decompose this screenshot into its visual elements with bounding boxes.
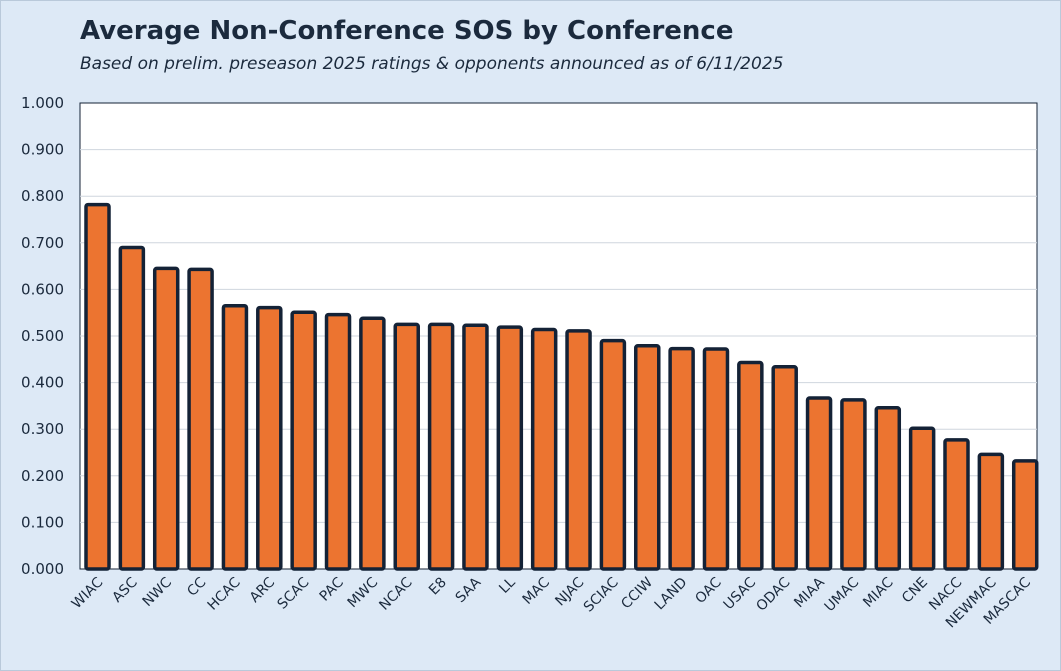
bar-odac	[771, 365, 798, 571]
bar-umac	[840, 398, 867, 571]
bar-cne	[908, 426, 936, 571]
x-tick-label: MWC	[345, 574, 382, 611]
y-tick-label: 0.800	[21, 187, 64, 205]
bar-land	[668, 346, 695, 571]
bar-wiac	[84, 202, 111, 571]
bar-oac	[702, 347, 730, 571]
bar-cciw	[634, 344, 661, 571]
y-axis-ticks: 0.000 0.100 0.200 0.300 0.400 0.500 0.600 0.700…	[21, 94, 64, 578]
x-tick-label: HCAC	[205, 574, 244, 613]
chart-subtitle: Based on prelim. preseason 2025 ratings …	[80, 54, 784, 74]
y-tick-label: 0.600	[21, 280, 64, 298]
x-tick-label: LL	[496, 574, 518, 596]
x-tick-label: MIAC	[860, 574, 896, 610]
x-tick-label: LAND	[652, 575, 691, 614]
x-tick-label: SCAC	[274, 574, 312, 612]
x-tick-label: USAC	[721, 574, 760, 613]
x-tick-label: MAC	[520, 574, 554, 608]
bar-usac	[737, 360, 764, 571]
x-tick-label: E8	[426, 575, 450, 599]
bar-hcac	[221, 303, 249, 571]
y-tick-label: 0.500	[21, 327, 64, 345]
bar-ll	[496, 325, 524, 571]
x-tick-label: NWC	[140, 574, 176, 610]
bar-mac	[530, 327, 558, 571]
bar-mwc	[359, 316, 386, 571]
y-tick-label: 0.400	[21, 374, 64, 392]
bar-arc	[256, 305, 283, 571]
bar-asc	[118, 245, 146, 571]
bar-mascac	[1011, 459, 1039, 571]
bar-nwc	[152, 266, 180, 571]
x-tick-label: WIAC	[69, 574, 107, 612]
chart-title: Average Non-Conference SOS by Conference	[80, 16, 734, 46]
bar-newmac	[977, 452, 1005, 571]
bar-miaa	[805, 396, 833, 571]
x-tick-label: NCAC	[376, 574, 415, 613]
bars	[84, 202, 1039, 571]
bar-e8	[427, 322, 455, 571]
x-tick-label: CCIW	[618, 574, 656, 612]
bar-ncac	[393, 322, 420, 571]
x-tick-label: UMAC	[822, 574, 863, 615]
bar-miac	[874, 406, 902, 571]
y-tick-label: 0.900	[21, 141, 64, 159]
bar-nacc	[943, 438, 970, 571]
bar-scac	[290, 310, 317, 571]
y-tick-label: 0.100	[21, 513, 64, 531]
x-tick-label: PAC	[317, 574, 347, 604]
y-tick-label: 0.700	[21, 234, 64, 252]
bar-saa	[462, 323, 489, 571]
bar-njac	[565, 329, 592, 571]
bar-cc	[187, 267, 214, 571]
x-tick-label: SCIAC	[581, 574, 622, 615]
x-tick-label: SAA	[453, 574, 485, 606]
x-tick-label: ODAC	[753, 574, 793, 614]
y-tick-label: 1.000	[21, 94, 64, 112]
x-tick-label: ASC	[109, 574, 140, 605]
x-tick-label: CC	[184, 574, 209, 599]
bar-sciac	[599, 338, 627, 571]
y-tick-label: 0.200	[21, 467, 64, 485]
y-tick-label: 0.000	[21, 560, 64, 578]
y-tick-label: 0.300	[21, 420, 64, 438]
bar-pac	[324, 312, 352, 571]
